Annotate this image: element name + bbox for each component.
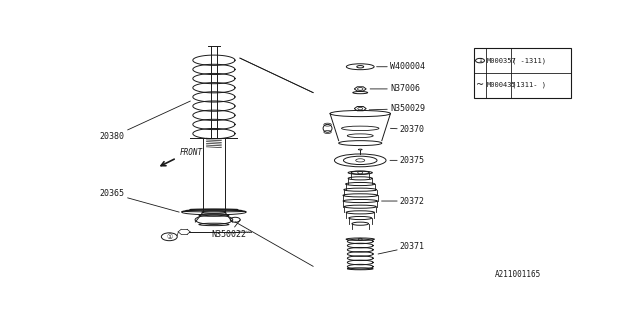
Text: N37006: N37006 (370, 84, 420, 93)
Text: A211001165: A211001165 (495, 270, 541, 279)
Text: N350029: N350029 (369, 104, 425, 113)
Text: ①: ① (166, 234, 172, 240)
Text: ( -1311): ( -1311) (512, 57, 546, 64)
Bar (474, 48, 571, 98)
Text: 1: 1 (478, 58, 482, 63)
Text: 20370: 20370 (390, 125, 425, 134)
Text: 20372: 20372 (381, 196, 425, 205)
Text: M000435: M000435 (487, 82, 517, 88)
Text: 20365: 20365 (100, 189, 179, 212)
Text: ~: ~ (476, 80, 484, 90)
Text: N350022: N350022 (211, 220, 246, 239)
Text: FRONT: FRONT (179, 148, 202, 157)
Text: 20371: 20371 (378, 242, 425, 254)
Text: W400004: W400004 (376, 62, 425, 71)
Text: (1311- ): (1311- ) (512, 82, 546, 88)
Text: 20375: 20375 (390, 156, 425, 165)
Text: M000357: M000357 (487, 58, 517, 64)
Text: 20380: 20380 (100, 101, 190, 141)
